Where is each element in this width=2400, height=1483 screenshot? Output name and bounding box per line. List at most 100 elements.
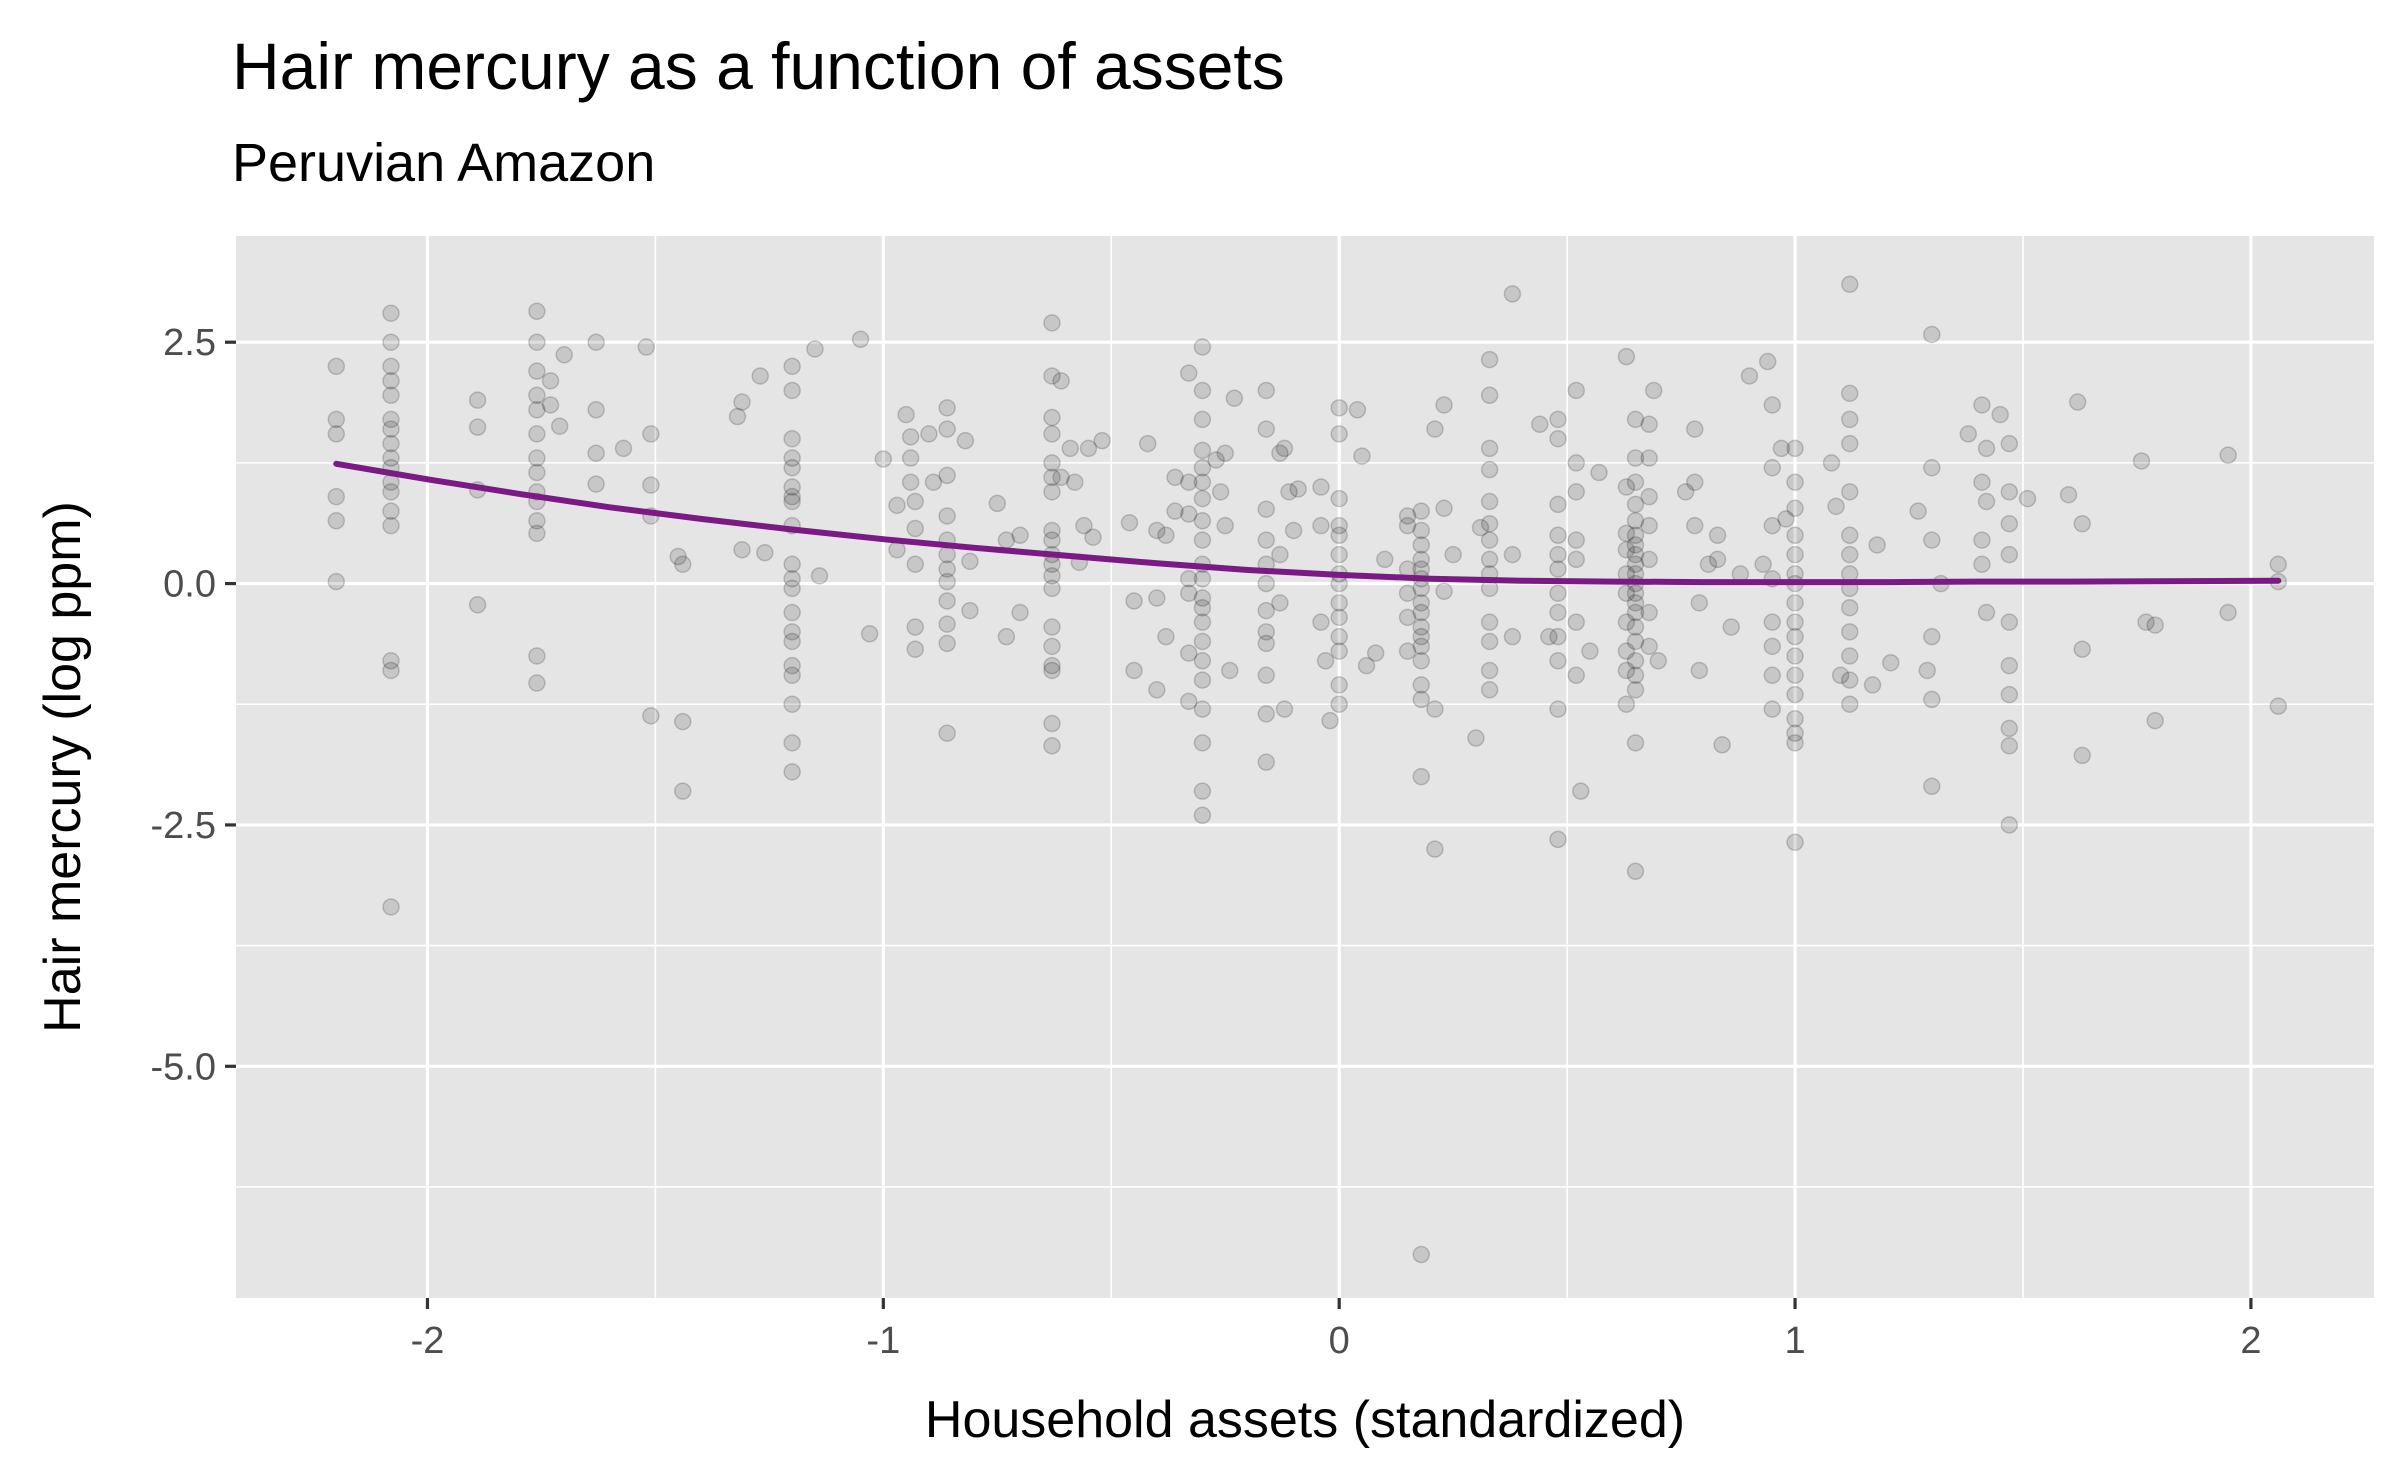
data-point xyxy=(1357,656,1376,675)
data-point xyxy=(1581,642,1599,660)
data-point xyxy=(327,425,346,443)
data-point xyxy=(528,362,546,380)
data-point xyxy=(1426,700,1444,718)
y-tick-label: -5.0 xyxy=(151,1046,216,1088)
data-point xyxy=(1977,492,1996,511)
data-point xyxy=(901,473,920,491)
data-point xyxy=(1257,705,1276,723)
data-point xyxy=(2269,555,2288,574)
data-point xyxy=(1480,632,1499,651)
data-point xyxy=(1640,550,1658,569)
data-point xyxy=(1626,473,1645,491)
data-point xyxy=(1973,531,1991,549)
data-point xyxy=(1330,608,1348,627)
data-point xyxy=(1786,499,1804,518)
data-point xyxy=(1567,483,1585,501)
data-point xyxy=(1330,516,1348,535)
data-point xyxy=(1275,700,1294,718)
data-point xyxy=(1166,468,1184,487)
data-point xyxy=(1626,734,1645,752)
data-point xyxy=(1467,729,1485,747)
data-point xyxy=(1918,661,1937,680)
data-point xyxy=(783,632,801,651)
data-point xyxy=(1740,367,1759,385)
data-points xyxy=(327,275,2288,1264)
data-point xyxy=(1043,567,1061,585)
data-point xyxy=(555,346,573,364)
data-point xyxy=(1640,449,1658,467)
data-point xyxy=(1786,709,1804,728)
data-point xyxy=(938,615,956,633)
smooth-line xyxy=(333,460,2282,586)
data-point xyxy=(382,372,400,390)
data-point xyxy=(938,634,956,653)
data-point xyxy=(382,434,400,453)
data-point xyxy=(1786,526,1804,545)
data-point xyxy=(1549,495,1567,514)
data-point xyxy=(1786,724,1804,742)
data-point xyxy=(956,431,975,450)
data-point xyxy=(1977,439,1996,458)
data-point xyxy=(1549,545,1567,564)
data-point xyxy=(1841,410,1859,429)
data-point xyxy=(1398,642,1417,660)
data-point xyxy=(1193,410,1212,429)
data-point xyxy=(1959,425,1978,443)
data-point xyxy=(550,417,569,435)
data-point xyxy=(1353,447,1371,465)
data-point xyxy=(1786,545,1804,564)
data-point xyxy=(1257,634,1276,653)
data-point xyxy=(1973,396,1991,414)
data-point xyxy=(783,555,801,574)
data-point xyxy=(1330,627,1348,646)
data-point xyxy=(1412,521,1430,540)
data-point xyxy=(783,492,801,511)
data-point xyxy=(1180,644,1198,662)
data-point xyxy=(1193,381,1212,400)
data-point xyxy=(1148,589,1166,607)
data-point xyxy=(938,545,956,564)
data-point xyxy=(1882,653,1900,672)
data-point xyxy=(1257,500,1276,518)
data-point xyxy=(1043,314,1061,332)
data-point xyxy=(1043,468,1061,487)
data-point xyxy=(1289,480,1307,498)
data-point xyxy=(1923,325,1941,344)
data-point xyxy=(1617,541,1636,559)
data-point xyxy=(1540,627,1558,646)
data-point xyxy=(1567,666,1585,685)
data-point xyxy=(673,555,692,574)
data-point xyxy=(1841,434,1859,453)
data-point xyxy=(587,444,605,462)
data-point xyxy=(1412,767,1430,786)
data-point xyxy=(1193,652,1212,670)
data-point xyxy=(1444,545,1462,564)
data-point xyxy=(1786,613,1804,631)
x-tick-label: -2 xyxy=(411,1320,445,1362)
data-point xyxy=(1626,410,1645,429)
data-point xyxy=(938,466,956,485)
data-point xyxy=(783,569,801,588)
data-point xyxy=(1868,536,1886,554)
data-point xyxy=(1617,478,1636,496)
data-point xyxy=(1193,589,1212,607)
data-point xyxy=(2000,483,2019,501)
data-point xyxy=(1043,483,1061,501)
data-point xyxy=(1257,666,1276,685)
data-point xyxy=(327,487,346,506)
data-point xyxy=(1412,637,1430,656)
data-point xyxy=(2146,711,2164,730)
data-point xyxy=(1567,550,1585,569)
data-point xyxy=(1567,454,1585,472)
data-point xyxy=(1412,627,1430,646)
data-point xyxy=(997,627,1016,646)
data-point xyxy=(1713,736,1731,754)
data-point xyxy=(1426,420,1444,438)
y-tick-label: -2.5 xyxy=(151,805,216,847)
data-point xyxy=(1699,555,1718,574)
data-point xyxy=(1398,608,1417,627)
data-point xyxy=(2137,613,2155,631)
data-point xyxy=(1763,666,1782,685)
data-point xyxy=(1271,594,1289,612)
